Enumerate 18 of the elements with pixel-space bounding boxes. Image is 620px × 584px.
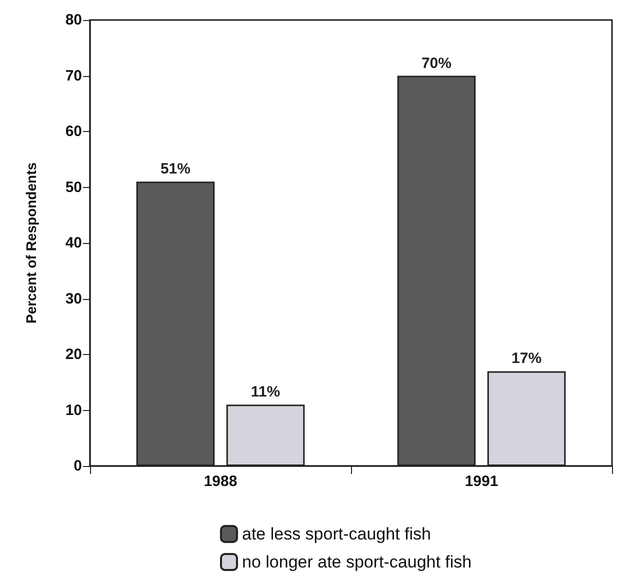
data-label: 51% (160, 160, 190, 178)
x-tick-label: 1988 (204, 473, 238, 490)
y-tick-label: 40 (65, 234, 82, 252)
y-tick-label: 0 (74, 458, 82, 474)
y-tick-label: 60 (65, 123, 82, 140)
y-tick-label: 80 (65, 12, 82, 28)
legend-label: ate less sport-caught fish (242, 524, 431, 544)
data-label: 70% (421, 54, 452, 72)
y-tick-label: 20 (65, 346, 82, 363)
y-tick-label: 10 (65, 402, 82, 419)
y-axis-title: Percent of Respondents (23, 162, 39, 324)
data-label: 17% (512, 350, 542, 368)
x-tick-label: 1991 (464, 473, 498, 490)
y-tick-label: 70 (65, 67, 82, 84)
data-label: 11% (250, 384, 280, 401)
legend-label: no longer ate sport-caught fish (242, 552, 472, 572)
y-tick-label: 30 (65, 290, 82, 308)
y-tick-label: 50 (65, 178, 82, 196)
